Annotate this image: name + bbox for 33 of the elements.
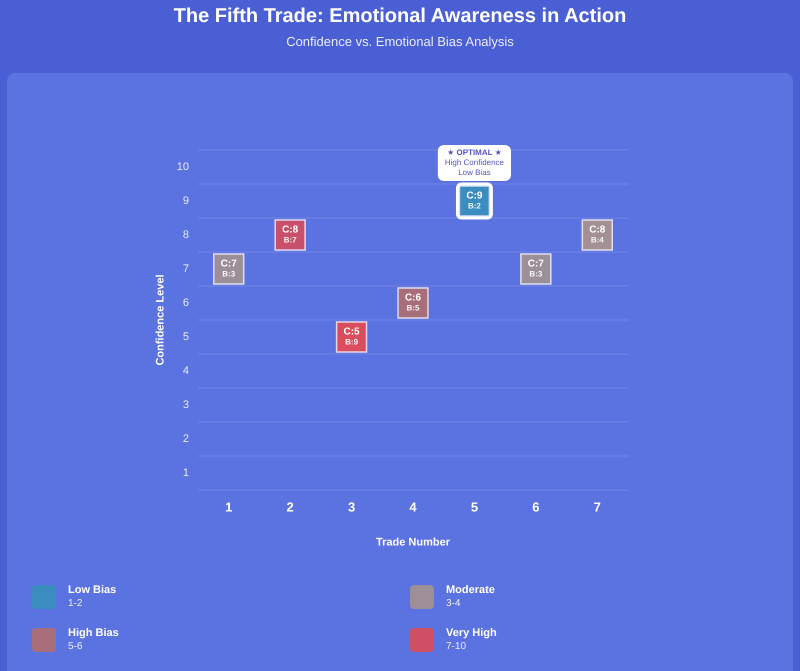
annotation: ★ OPTIMAL ★ High Confidence Low Bias [444, 148, 505, 178]
x-tick-label: 6 [532, 499, 540, 514]
legend-label: Low Bias 1-2 [68, 583, 116, 611]
x-tick-label: 5 [470, 499, 478, 514]
data-label: C:7 B:3 [220, 258, 238, 279]
y-tick-label: 8 [182, 229, 189, 242]
data-label: C:6 B:5 [404, 292, 422, 313]
y-tick-label: 3 [182, 399, 189, 412]
y-tick-label: 1 [182, 467, 189, 480]
x-axis-title: Trade Number [376, 536, 451, 548]
y-tick-label: 9 [182, 195, 189, 208]
chart-subtitle: Confidence vs. Emotional Bias Analysis [285, 34, 515, 50]
y-tick-label: 7 [182, 263, 189, 276]
x-tick-label: 1 [225, 499, 232, 514]
x-tick-label: 4 [409, 499, 418, 514]
x-tick-label: 3 [348, 499, 356, 514]
y-tick-label: 6 [182, 297, 189, 310]
x-tick-label: 7 [594, 499, 601, 514]
y-tick-label: 5 [182, 331, 189, 344]
y-axis-title: Confidence Level [154, 274, 167, 366]
y-tick-label: 2 [182, 433, 189, 446]
data-label: C:5 B:9 [344, 326, 360, 347]
legend-label: Very High 7-10 [446, 626, 497, 654]
legend-label: High Bias 5-6 [68, 626, 119, 654]
chart-title: The Fifth Trade: Emotional Awareness in Action [172, 4, 628, 29]
y-tick-label: 10 [176, 161, 189, 174]
data-label: C:8 B:4 [589, 224, 606, 245]
y-tick-label: 4 [182, 365, 189, 378]
legend-label: Moderate 3-4 [446, 583, 495, 611]
x-tick-label: 2 [286, 499, 294, 514]
data-label: C:9 B:2 [466, 190, 483, 211]
data-label: C:8 B:7 [282, 224, 299, 245]
data-label: C:7 B:3 [528, 258, 544, 279]
